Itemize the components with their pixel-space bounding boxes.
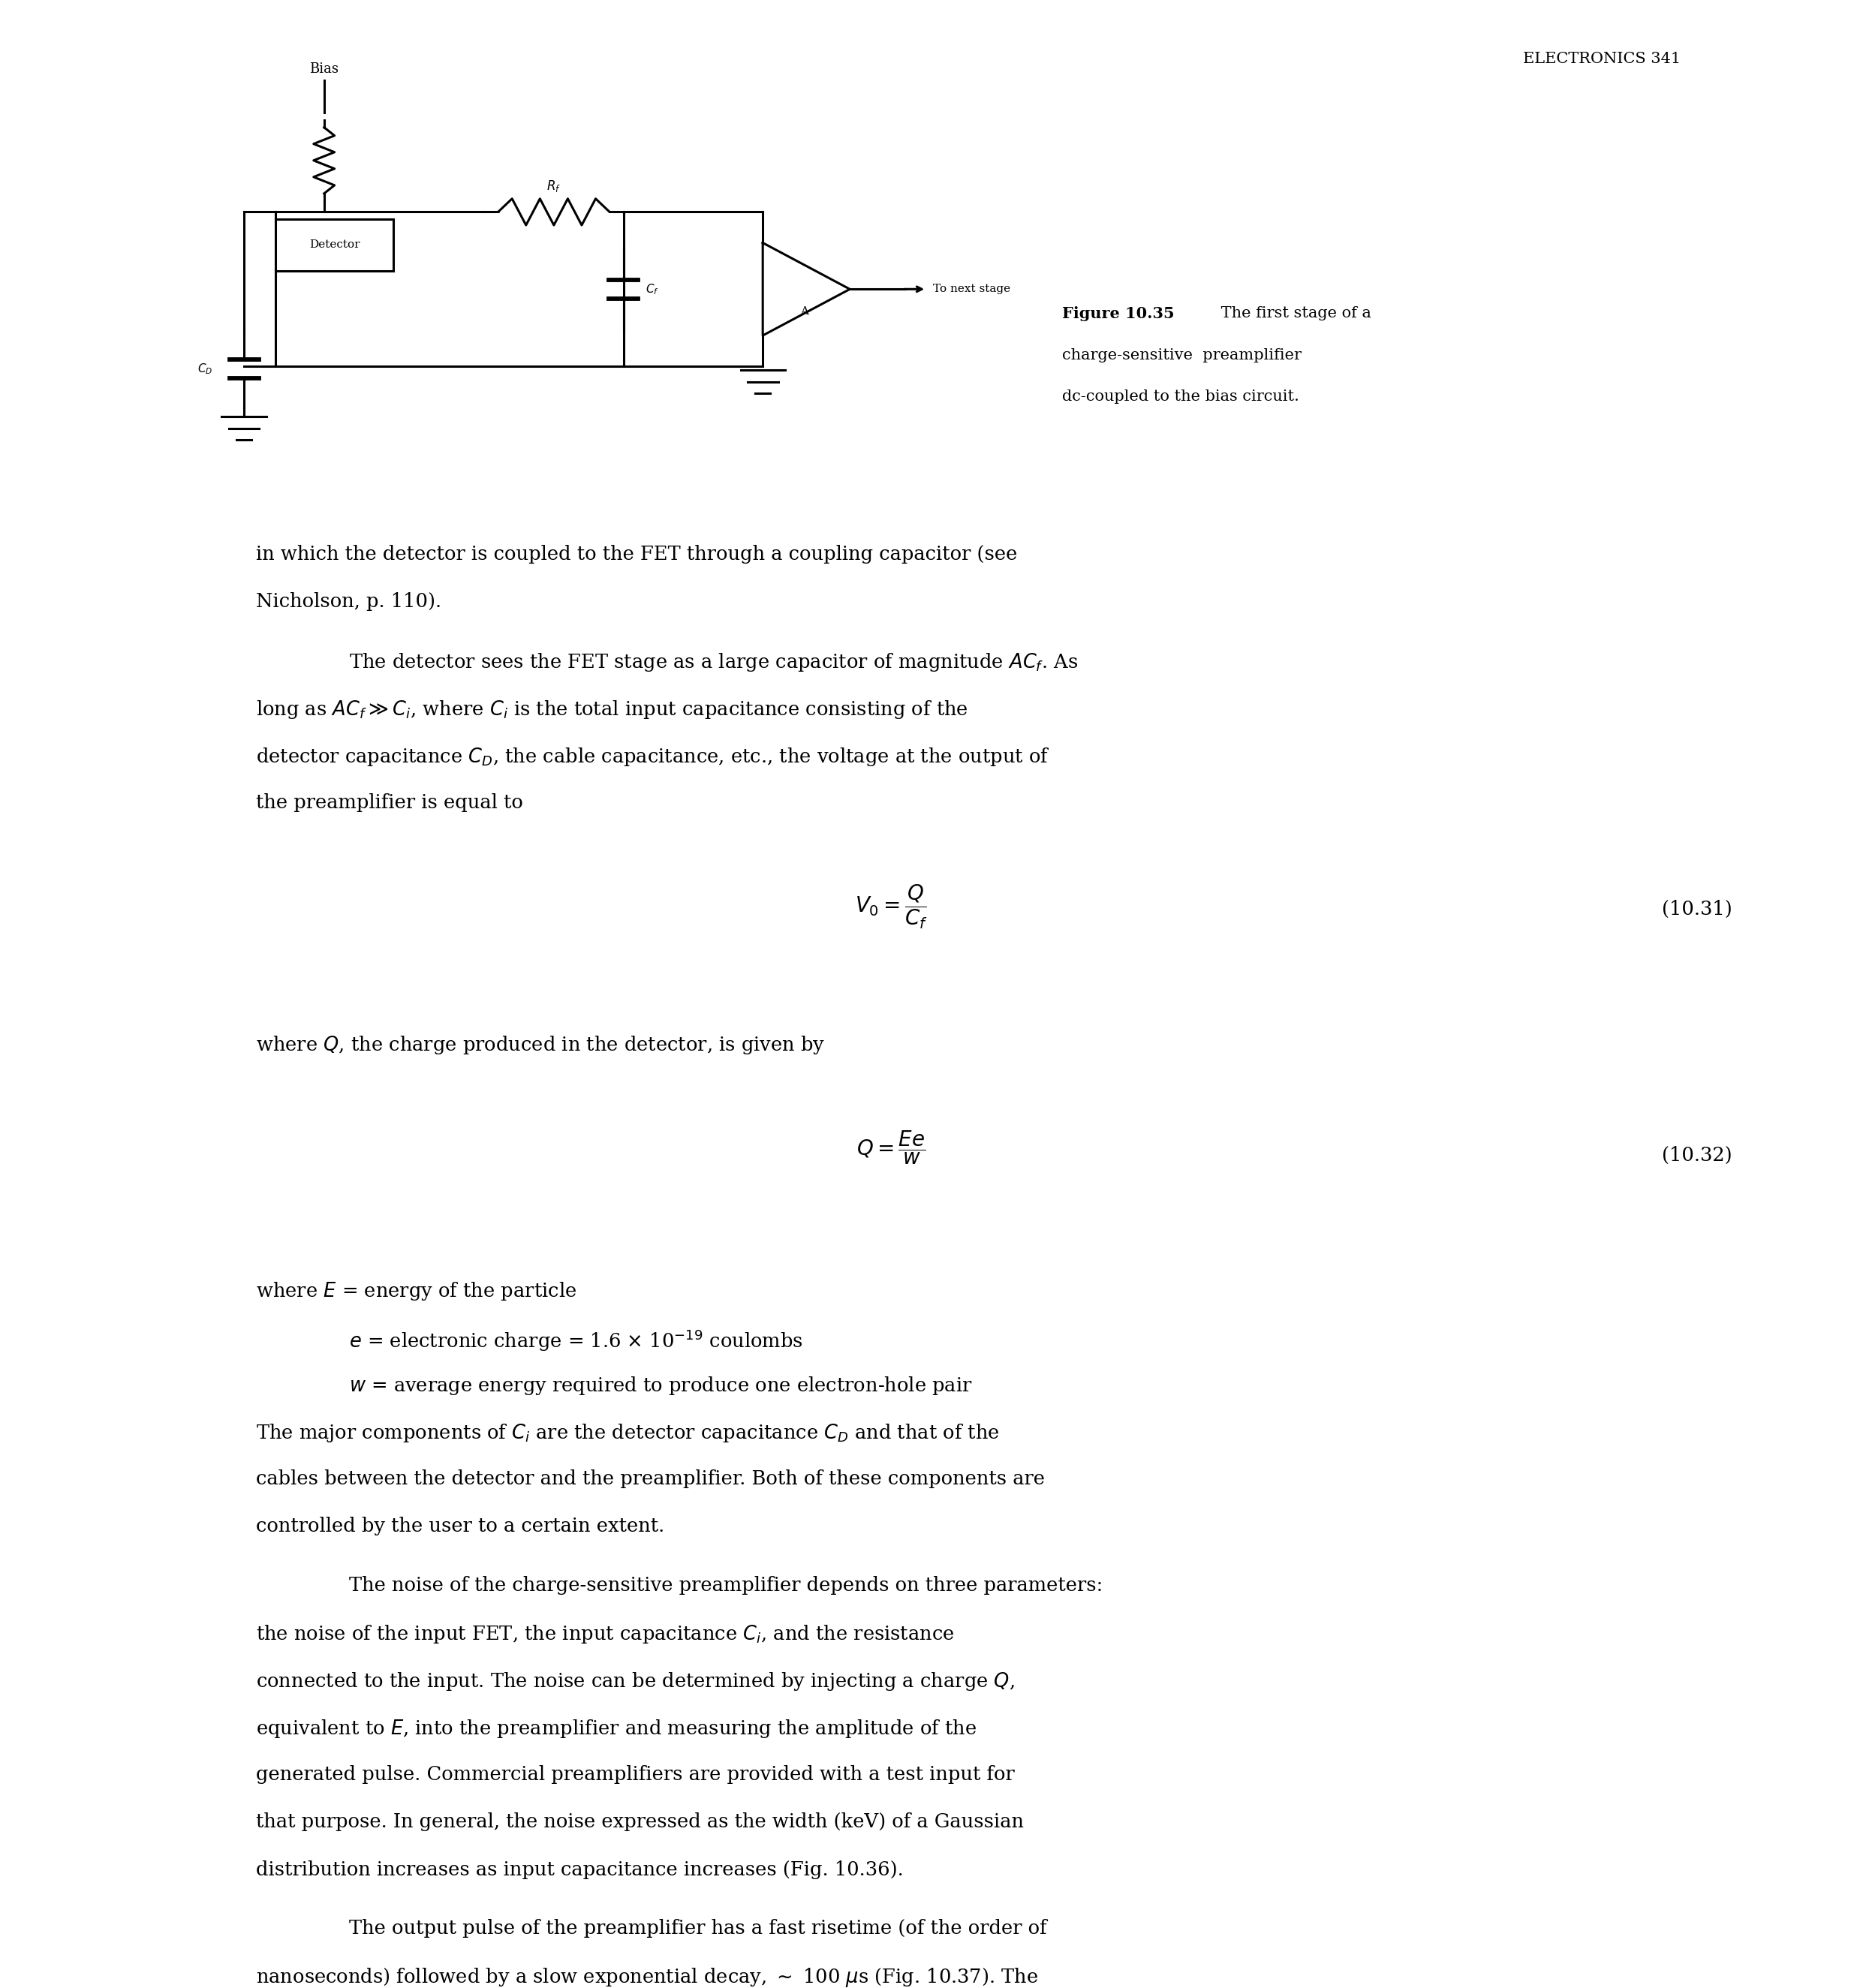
Text: equivalent to $E$, into the preamplifier and measuring the amplitude of the: equivalent to $E$, into the preamplifier… — [256, 1718, 977, 1740]
Text: $C_f$: $C_f$ — [646, 282, 659, 296]
Text: dc-coupled to the bias circuit.: dc-coupled to the bias circuit. — [1062, 390, 1300, 404]
Text: cables between the detector and the preamplifier. Both of these components are: cables between the detector and the prea… — [256, 1469, 1045, 1489]
Text: long as $AC_f \gg C_i$, where $C_i$ is the total input capacitance consisting of: long as $AC_f \gg C_i$, where $C_i$ is t… — [256, 698, 969, 720]
Text: ELECTRONICS 341: ELECTRONICS 341 — [1523, 52, 1681, 66]
Text: $C_D$: $C_D$ — [197, 362, 212, 376]
Text: charge-sensitive  preamplifier: charge-sensitive preamplifier — [1062, 348, 1302, 362]
Text: $Q = \dfrac{Ee}{w}$: $Q = \dfrac{Ee}{w}$ — [856, 1129, 927, 1167]
Text: detector capacitance $C_D$, the cable capacitance, etc., the voltage at the outp: detector capacitance $C_D$, the cable ca… — [256, 746, 1051, 767]
Text: Bias: Bias — [310, 62, 338, 76]
Text: distribution increases as input capacitance increases (Fig. 10.36).: distribution increases as input capacita… — [256, 1861, 904, 1879]
Text: in which the detector is coupled to the FET through a coupling capacitor (see: in which the detector is coupled to the … — [256, 545, 1018, 563]
Text: that purpose. In general, the noise expressed as the width (keV) of a Gaussian: that purpose. In general, the noise expr… — [256, 1813, 1025, 1831]
Text: nanoseconds) followed by a slow exponential decay, $\sim$ 100 $\mu$s (Fig. 10.37: nanoseconds) followed by a slow exponent… — [256, 1966, 1038, 1988]
Text: $R_f$: $R_f$ — [546, 179, 561, 193]
Text: (10.32): (10.32) — [1662, 1145, 1733, 1165]
Text: the noise of the input FET, the input capacitance $C_i$, and the resistance: the noise of the input FET, the input ca… — [256, 1624, 954, 1646]
Text: The noise of the charge-sensitive preamplifier depends on three parameters:: The noise of the charge-sensitive preamp… — [349, 1576, 1103, 1594]
Text: The detector sees the FET stage as a large capacitor of magnitude $AC_f$. As: The detector sees the FET stage as a lar… — [349, 652, 1077, 672]
Text: $e$ = electronic charge = 1.6 $\times$ 10$^{-19}$ coulombs: $e$ = electronic charge = 1.6 $\times$ 1… — [349, 1328, 802, 1354]
Text: connected to the input. The noise can be determined by injecting a charge $Q$,: connected to the input. The noise can be… — [256, 1670, 1016, 1692]
Text: The major components of $C_i$ are the detector capacitance $C_D$ and that of the: The major components of $C_i$ are the de… — [256, 1421, 999, 1443]
Text: To next stage: To next stage — [934, 284, 1010, 294]
Text: The first stage of a: The first stage of a — [1216, 306, 1372, 320]
Text: the preamplifier is equal to: the preamplifier is equal to — [256, 793, 524, 811]
Text: $V_0 = \dfrac{Q}{C_f}$: $V_0 = \dfrac{Q}{C_f}$ — [854, 883, 928, 930]
Text: where $Q$, the charge produced in the detector, is given by: where $Q$, the charge produced in the de… — [256, 1034, 826, 1056]
Text: where $E$ = energy of the particle: where $E$ = energy of the particle — [256, 1280, 578, 1302]
Text: controlled by the user to a certain extent.: controlled by the user to a certain exte… — [256, 1517, 665, 1537]
Bar — [275, 219, 394, 270]
Text: $w$ = average energy required to produce one electron-hole pair: $w$ = average energy required to produce… — [349, 1376, 973, 1398]
Text: Nicholson, p. 110).: Nicholson, p. 110). — [256, 592, 442, 610]
Text: (10.31): (10.31) — [1662, 901, 1733, 918]
Text: Figure 10.35: Figure 10.35 — [1062, 306, 1174, 322]
Text: generated pulse. Commercial preamplifiers are provided with a test input for: generated pulse. Commercial preamplifier… — [256, 1765, 1016, 1783]
Text: A: A — [800, 306, 808, 316]
Text: The output pulse of the preamplifier has a fast risetime (of the order of: The output pulse of the preamplifier has… — [349, 1918, 1047, 1938]
Text: Detector: Detector — [308, 241, 360, 250]
